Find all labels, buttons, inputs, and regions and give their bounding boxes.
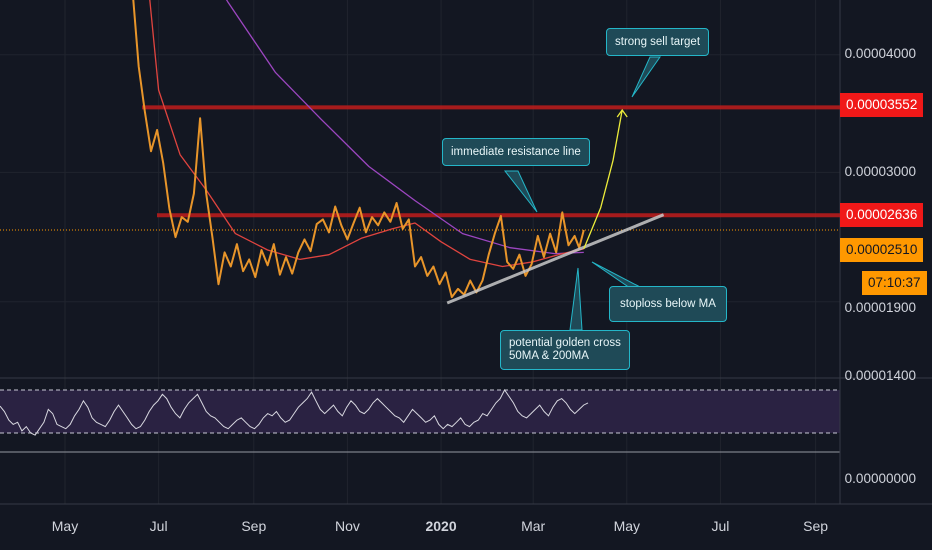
strong-sell-callout-tail: [631, 56, 661, 98]
price-tick-label: 0.00004000: [844, 46, 916, 61]
immediate-resistance-callout[interactable]: immediate resistance line: [442, 138, 590, 166]
time-tick-label: 2020: [425, 518, 457, 534]
rsi: [0, 389, 589, 436]
resistance-immediate-price-tag: 0.00002636: [840, 203, 924, 227]
price-tick-label: 0.00001400: [844, 368, 916, 383]
50ma-line: [149, 0, 584, 268]
stoploss-callout-tail: [591, 261, 643, 289]
projection-line: [583, 109, 623, 250]
price-tick-label: 0.00003000: [844, 164, 916, 179]
golden-cross-callout-line2: 50MA & 200MA: [509, 350, 589, 362]
price-line: [132, 0, 585, 299]
series: [132, 0, 665, 305]
golden-cross-callout[interactable]: potential golden cross 50MA & 200MA: [500, 330, 630, 370]
time-tick-label: Mar: [521, 518, 546, 534]
trendline-line: [446, 213, 665, 305]
200ma-line: [225, 0, 584, 255]
horizontal-lines: [0, 105, 840, 231]
time-tick-label: Jul: [149, 518, 168, 534]
time-tick-label: Nov: [334, 518, 360, 534]
indicator-tick-label: 0.00000000: [844, 471, 916, 486]
time-tick-label: May: [613, 518, 641, 534]
last-price-tag: 0.00002510: [840, 238, 924, 262]
callout-tails: [503, 56, 661, 331]
rsi-line: [0, 389, 589, 436]
projection-arrowhead: [616, 108, 628, 118]
immediate-resistance-callout-tail: [503, 170, 538, 213]
time-tick-label: May: [51, 518, 79, 534]
time-tick-label: Sep: [241, 518, 267, 534]
resistance-high-price-tag: 0.00003552: [840, 93, 924, 117]
rsi-band: [0, 390, 840, 433]
price-tick-label: 0.00001900: [844, 300, 916, 315]
golden-cross-callout-line1: potential golden cross: [509, 337, 621, 349]
bar-countdown-tag: 07:10:37: [862, 271, 927, 295]
strong-sell-target-callout[interactable]: strong sell target: [606, 28, 710, 56]
time-tick-label: Jul: [711, 518, 730, 534]
golden-cross-callout-tail: [569, 267, 583, 331]
time-tick-label: Sep: [803, 518, 829, 534]
stoploss-callout[interactable]: stoploss below MA: [609, 286, 727, 322]
